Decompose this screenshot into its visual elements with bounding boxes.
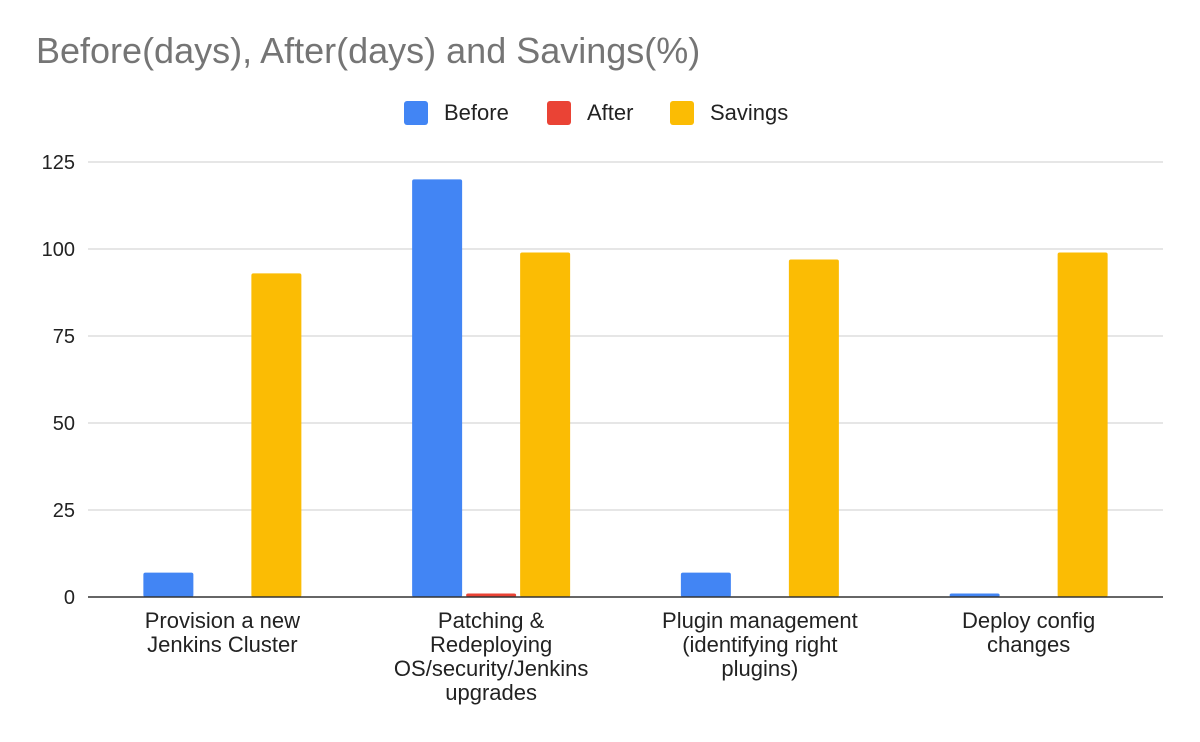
- x-tick-label: Deploy config changes: [962, 608, 1095, 657]
- bar-before[interactable]: [143, 572, 194, 597]
- y-tick-label: 125: [42, 152, 75, 174]
- y-tick-label: 25: [53, 500, 75, 522]
- bar-savings[interactable]: [788, 259, 839, 597]
- legend-swatch-after: [547, 101, 571, 125]
- legend-swatch-savings: [670, 101, 694, 125]
- y-tick-label: 75: [53, 326, 75, 348]
- legend-item-before[interactable]: Before: [404, 98, 509, 128]
- bar-before[interactable]: [412, 179, 463, 597]
- y-tick-label: 0: [64, 587, 75, 609]
- bar-savings[interactable]: [1057, 252, 1108, 598]
- bar-before[interactable]: [680, 572, 731, 597]
- bar-after[interactable]: [466, 593, 517, 597]
- legend-label-before: Before: [444, 100, 509, 125]
- legend-label-savings: Savings: [710, 100, 789, 125]
- bar-savings[interactable]: [251, 273, 302, 597]
- chart-title: Before(days), After(days) and Savings(%): [36, 30, 701, 71]
- legend: Before After Savings: [0, 98, 1200, 128]
- x-tick-label: Plugin management (identifying right plugi…: [662, 608, 858, 681]
- legend-swatch-before: [404, 101, 428, 125]
- y-tick-label: 100: [42, 239, 75, 261]
- y-tick-label: 50: [53, 413, 75, 435]
- bar-before[interactable]: [949, 593, 1000, 597]
- legend-label-after: After: [587, 100, 634, 125]
- bar-savings[interactable]: [520, 252, 571, 598]
- x-tick-label: Provision a new Jenkins Cluster: [145, 608, 300, 657]
- legend-item-after[interactable]: After: [547, 98, 633, 128]
- x-tick-label: Patching & Redeploying OS/security/Jenkins…: [394, 608, 588, 705]
- legend-item-savings[interactable]: Savings: [670, 98, 788, 128]
